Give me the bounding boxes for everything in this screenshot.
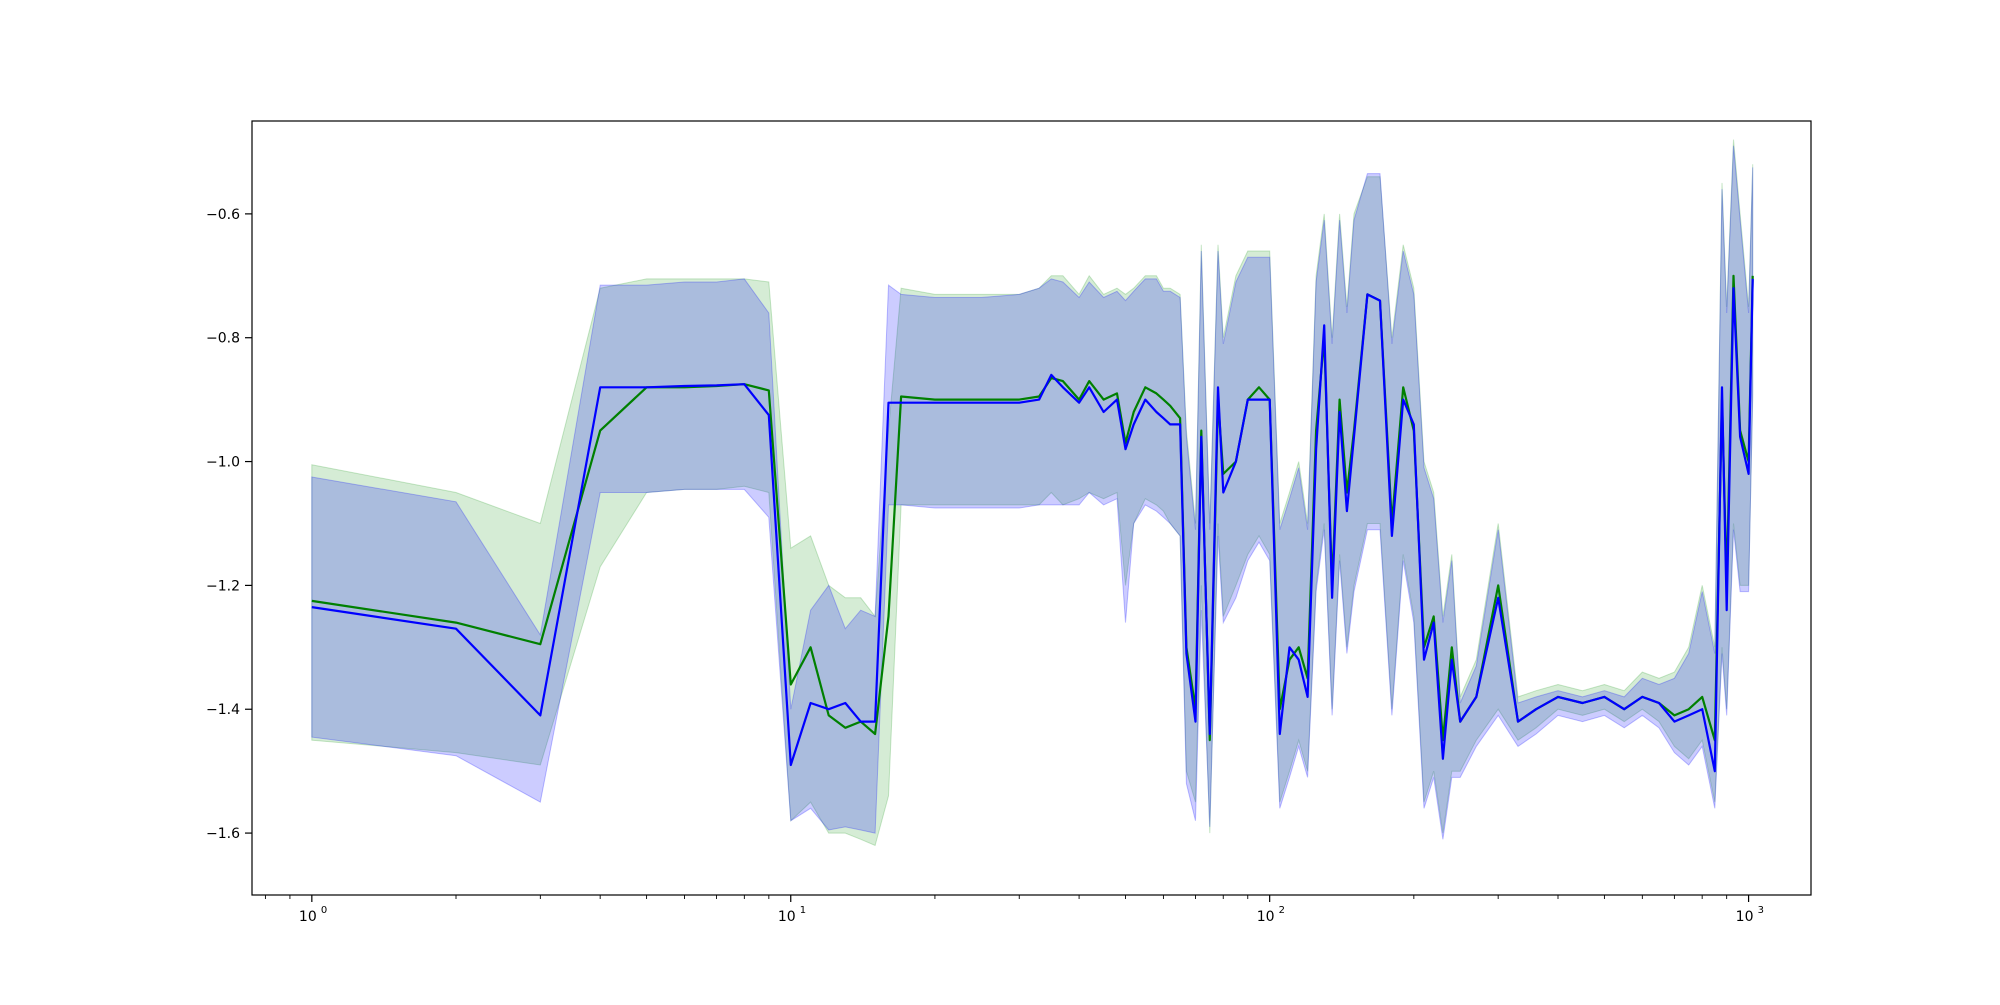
- plot-frame: [251, 120, 1812, 896]
- series-lines: [311, 274, 1754, 773]
- confidence-bands: [311, 139, 1754, 847]
- y-tick-label-4: −0.8: [206, 331, 240, 347]
- y-tick-label-1: −1.4: [206, 702, 240, 718]
- series-1-band: [311, 145, 1754, 840]
- x-tick-exponent-3: 3: [1758, 905, 1764, 916]
- series-0-band: [311, 139, 1754, 847]
- series-1-line: [311, 278, 1754, 773]
- y-axis: −1.6 −1.4 −1.2 −1.0 −0.8 −0.6: [206, 207, 252, 842]
- y-tick-label-3: −1.0: [206, 455, 240, 471]
- y-tick-label-5: −0.6: [206, 207, 240, 223]
- y-tick-label-0: −1.6: [206, 826, 240, 842]
- x-tick-exponent-1: 1: [800, 905, 806, 916]
- x-axis: 10 0 10 1 10 2 10 3: [264, 895, 1764, 925]
- x-tick-exponent-0: 0: [321, 905, 327, 916]
- x-tick-label-0: 10: [299, 909, 317, 925]
- x-tick-label-3: 10: [1736, 909, 1754, 925]
- x-tick-exponent-2: 2: [1279, 905, 1285, 916]
- x-tick-label-2: 10: [1257, 909, 1275, 925]
- y-tick-label-2: −1.2: [206, 578, 240, 594]
- x-tick-label-1: 10: [778, 909, 796, 925]
